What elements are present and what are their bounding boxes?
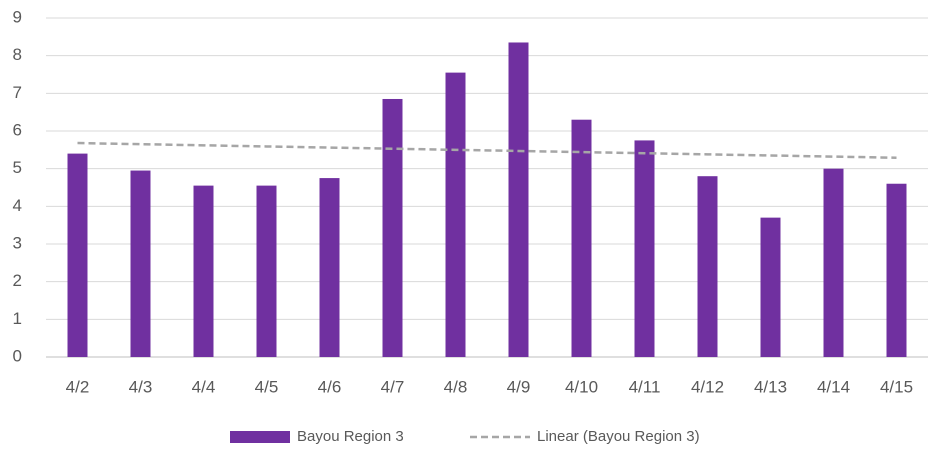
bar	[697, 176, 718, 357]
bar	[571, 119, 592, 357]
trend-line	[77, 141, 897, 159]
y-tick-label: 3	[13, 233, 22, 252]
x-tick-label: 4/2	[66, 377, 90, 396]
x-tick-label: 4/4	[192, 377, 216, 396]
bar	[319, 178, 340, 357]
x-tick-label: 4/8	[444, 377, 468, 396]
y-tick-label: 2	[13, 271, 22, 290]
bar	[193, 185, 214, 357]
y-tick-label: 9	[13, 7, 22, 26]
x-tick-label: 4/3	[129, 377, 153, 396]
x-tick-label: 4/12	[691, 377, 724, 396]
x-tick-label: 4/5	[255, 377, 279, 396]
y-tick-label: 4	[13, 196, 22, 215]
x-tick-label: 4/14	[817, 377, 850, 396]
x-tick-label: 4/7	[381, 377, 405, 396]
bar	[256, 185, 277, 357]
x-tick-label: 4/15	[880, 377, 913, 396]
bar	[130, 170, 151, 357]
x-tick-label: 4/11	[629, 377, 661, 396]
x-tick-label: 4/10	[565, 377, 598, 396]
legend-swatch	[230, 431, 290, 443]
x-tick-label: 4/9	[507, 377, 531, 396]
y-tick-label: 7	[13, 83, 22, 102]
bar	[67, 153, 88, 357]
bar	[886, 183, 907, 357]
bar	[508, 42, 529, 357]
legend-label: Linear (Bayou Region 3)	[537, 428, 700, 445]
y-tick-label: 1	[13, 309, 22, 328]
x-tick-label: 4/13	[754, 377, 787, 396]
legend-label: Bayou Region 3	[297, 428, 404, 445]
bar	[445, 72, 466, 357]
y-tick-label: 0	[13, 346, 22, 365]
bar	[634, 140, 655, 357]
bar	[760, 217, 781, 357]
y-tick-label: 8	[13, 45, 22, 64]
y-tick-label: 6	[13, 120, 22, 139]
bar	[382, 98, 403, 357]
bar	[823, 168, 844, 357]
y-tick-label: 5	[13, 158, 22, 177]
x-tick-label: 4/6	[318, 377, 342, 396]
